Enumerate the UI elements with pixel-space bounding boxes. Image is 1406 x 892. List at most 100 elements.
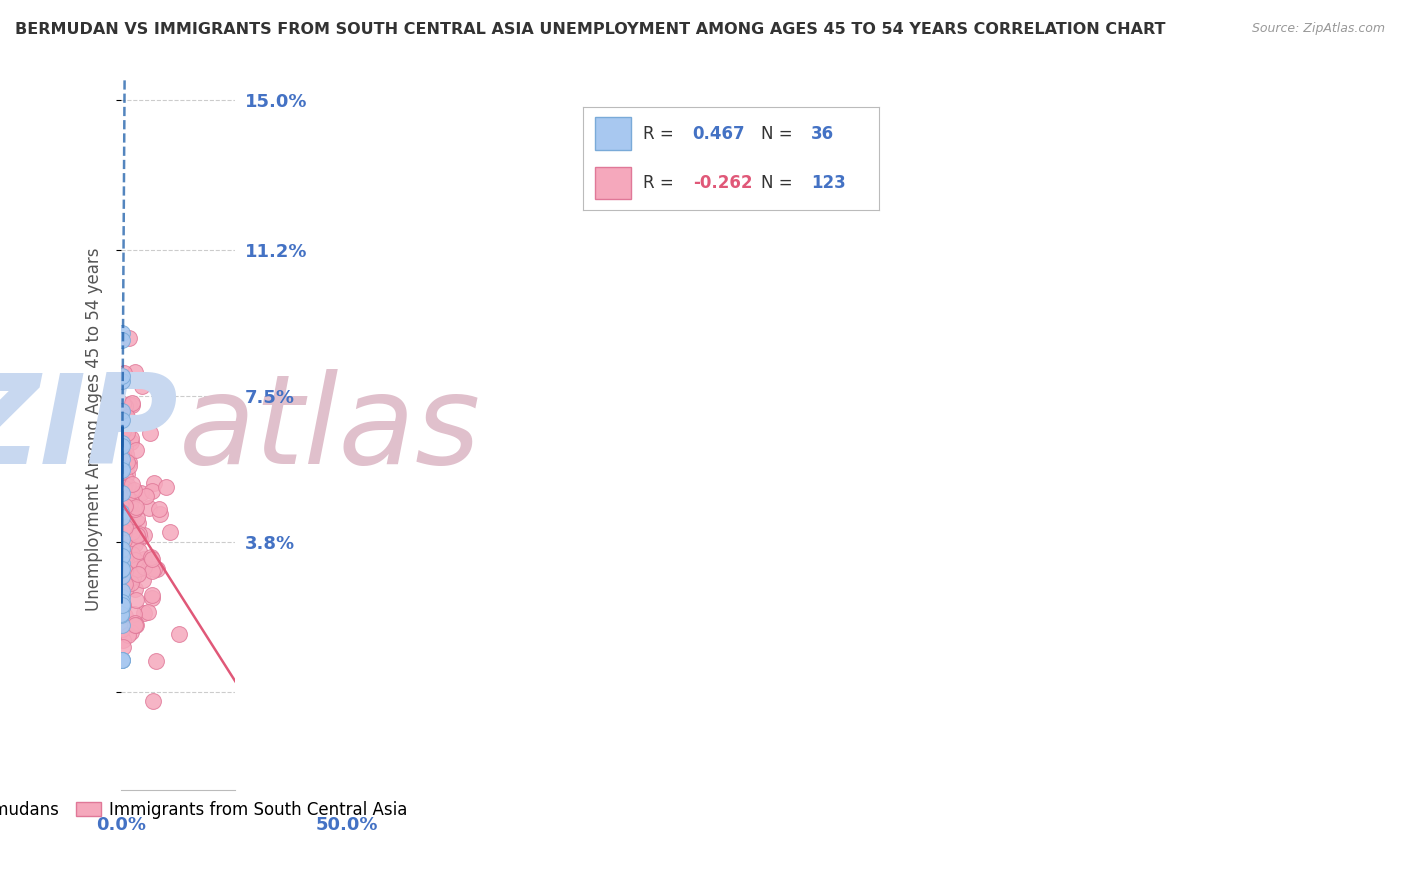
Point [110, 452, 132, 467]
Point [111, 583, 134, 598]
Point [112, 575, 135, 590]
Point [110, 607, 132, 621]
Point [111, 461, 134, 475]
Point [114, 406, 136, 420]
Point [112, 482, 135, 496]
Point [114, 399, 136, 413]
Point [120, 497, 142, 511]
Point [114, 513, 136, 527]
Text: -0.262: -0.262 [693, 174, 752, 192]
Point [112, 458, 135, 473]
Point [120, 435, 142, 450]
Point [118, 399, 141, 413]
Point [121, 396, 143, 410]
Point [114, 499, 136, 513]
Point [110, 653, 132, 667]
Text: N =: N = [761, 125, 792, 143]
Point [120, 575, 142, 590]
Point [111, 486, 134, 500]
Point [139, 550, 162, 565]
Point [111, 375, 134, 389]
Point [149, 507, 172, 521]
Point [111, 497, 134, 511]
Point [114, 549, 136, 564]
Point [155, 480, 177, 494]
Point [120, 494, 142, 508]
Point [117, 331, 139, 345]
Point [114, 476, 136, 491]
Point [125, 592, 148, 607]
Point [127, 511, 149, 525]
Text: 50.0%: 50.0% [316, 815, 378, 834]
Point [115, 455, 138, 469]
Point [148, 502, 170, 516]
Point [128, 526, 150, 541]
Point [111, 640, 134, 654]
Point [159, 524, 181, 539]
Point [115, 557, 138, 571]
Point [132, 607, 155, 621]
Point [110, 653, 132, 667]
Point [136, 605, 159, 619]
Point [124, 501, 146, 516]
Point [114, 520, 136, 534]
Text: atlas: atlas [179, 369, 481, 490]
Point [110, 434, 132, 449]
Text: 0.0%: 0.0% [97, 815, 146, 834]
Point [121, 477, 143, 491]
Point [124, 500, 146, 514]
Point [141, 552, 163, 566]
Point [145, 654, 167, 668]
Point [115, 467, 138, 481]
Point [114, 440, 136, 454]
Point [111, 404, 134, 418]
Point [141, 591, 163, 606]
Point [111, 562, 134, 576]
Point [110, 560, 132, 574]
Point [141, 483, 163, 498]
Legend: Bermudans, Immigrants from South Central Asia: Bermudans, Immigrants from South Central… [0, 794, 415, 825]
Point [114, 508, 136, 522]
Point [110, 549, 132, 564]
Point [127, 516, 149, 530]
Point [111, 503, 134, 517]
Point [111, 416, 134, 430]
Point [121, 397, 143, 411]
Point [110, 608, 132, 623]
Point [132, 574, 155, 588]
Point [110, 499, 132, 513]
Point [121, 548, 143, 562]
Point [138, 500, 160, 515]
Point [111, 542, 134, 557]
Text: ZIP: ZIP [0, 369, 179, 490]
Point [124, 537, 146, 551]
Point [110, 600, 132, 615]
Point [146, 562, 169, 576]
Point [121, 524, 143, 539]
Y-axis label: Unemployment Among Ages 45 to 54 years: Unemployment Among Ages 45 to 54 years [86, 248, 103, 611]
Point [114, 577, 136, 591]
Point [111, 567, 134, 582]
Point [112, 524, 135, 539]
Point [117, 479, 139, 493]
Point [122, 483, 145, 497]
Point [131, 486, 153, 500]
Point [110, 542, 132, 557]
Point [120, 519, 142, 533]
Point [110, 563, 132, 577]
Text: BERMUDAN VS IMMIGRANTS FROM SOUTH CENTRAL ASIA UNEMPLOYMENT AMONG AGES 45 TO 54 : BERMUDAN VS IMMIGRANTS FROM SOUTH CENTRA… [15, 22, 1166, 37]
Point [122, 569, 145, 583]
Point [115, 515, 138, 529]
Point [111, 447, 134, 461]
Point [124, 365, 146, 379]
Point [142, 561, 165, 575]
Point [134, 528, 156, 542]
Point [118, 459, 141, 474]
Point [115, 581, 138, 595]
Point [141, 588, 163, 602]
Point [114, 573, 136, 587]
Point [120, 625, 142, 640]
Point [167, 627, 190, 641]
Point [111, 532, 134, 546]
Point [115, 455, 138, 469]
